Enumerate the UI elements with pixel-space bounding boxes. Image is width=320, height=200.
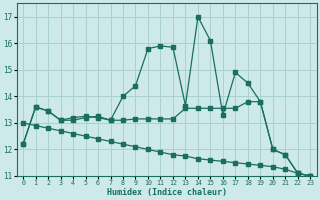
X-axis label: Humidex (Indice chaleur): Humidex (Indice chaleur) xyxy=(107,188,227,197)
